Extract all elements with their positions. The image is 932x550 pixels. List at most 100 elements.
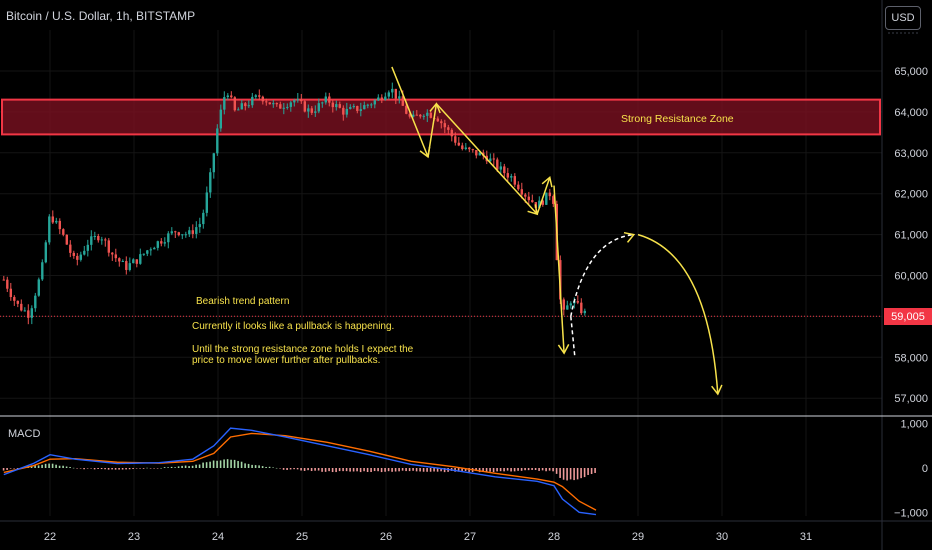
macd-histogram-bar [464, 468, 467, 472]
macd-histogram-bar [345, 468, 348, 472]
date-tick-label: 31 [800, 531, 812, 543]
candle-body [209, 172, 212, 193]
candle-body [69, 244, 72, 253]
candle-body [457, 142, 460, 146]
candle-body [527, 196, 530, 201]
candle-body [328, 96, 331, 103]
macd-histogram-bar [111, 468, 113, 470]
macd-histogram-bar [156, 468, 159, 469]
candle-body [471, 149, 474, 151]
macd-histogram-bar [569, 468, 572, 480]
macd-histogram-bar [9, 468, 12, 469]
macd-histogram-bar [254, 465, 257, 468]
candle-body [16, 300, 19, 304]
date-tick-label: 26 [380, 531, 392, 543]
candle-body [513, 176, 516, 185]
candle-body [30, 308, 33, 318]
macd-histogram-bar [342, 468, 344, 472]
macd-histogram-bar [107, 468, 110, 470]
macd-histogram-bar [534, 468, 537, 471]
macd-histogram-bar [247, 463, 250, 468]
candle-body [436, 118, 439, 122]
macd-histogram-bar [314, 468, 316, 471]
candle-body [408, 113, 411, 117]
candle-body [233, 97, 236, 111]
macd-histogram-bar [391, 468, 393, 472]
candle-body [335, 104, 338, 108]
resistance-zone-rect [1, 98, 881, 136]
macd-histogram-bar [268, 466, 271, 468]
price-tick-label: 65,000 [894, 66, 928, 78]
macd-histogram-bar [559, 468, 561, 478]
candle-body [170, 231, 173, 234]
candle-body [139, 254, 142, 264]
candle-body [415, 114, 418, 116]
annotation-line-2: Until the strong resistance zone holds I… [192, 344, 414, 355]
candle-body [499, 166, 502, 170]
macd-histogram-bar [37, 465, 40, 468]
candle-body [489, 158, 492, 162]
candle-body [156, 241, 159, 248]
date-tick-label: 28 [548, 531, 560, 543]
macd-histogram-bar [104, 468, 106, 470]
candle-body [363, 105, 366, 110]
candle-body [142, 253, 145, 255]
currency-button[interactable]: USD [885, 6, 921, 30]
projection-dashed-head [623, 231, 636, 243]
macd-histogram-bar [282, 468, 285, 470]
candle-body [212, 153, 215, 173]
macd-histogram-bar [373, 468, 376, 472]
macd-histogram-bar [524, 468, 526, 471]
macd-histogram-bar [555, 468, 558, 474]
macd-histogram-bar [321, 468, 323, 472]
macd-histogram-bar [482, 468, 484, 472]
candle-body [93, 236, 96, 238]
candle-body [254, 95, 257, 97]
candle-body [566, 305, 569, 310]
macd-histogram-bar [443, 468, 446, 473]
macd-histogram-bar [300, 468, 302, 471]
price-tick-label: 64,000 [894, 107, 928, 119]
macd-histogram-bar [394, 468, 397, 472]
candle-body [261, 96, 264, 102]
macd-histogram-bar [440, 468, 442, 472]
candle-body [300, 99, 303, 102]
candle-body [55, 220, 58, 223]
macd-histogram-bar [121, 468, 124, 470]
candle-body [580, 302, 583, 314]
candle-body [188, 230, 191, 235]
candle-body [237, 109, 240, 111]
macd-histogram-bar [356, 468, 358, 472]
candle-body [282, 107, 285, 109]
macd-histogram-bar [93, 468, 96, 470]
macd-histogram-bar [128, 468, 131, 470]
macd-histogram-bar [583, 468, 586, 478]
date-tick-label: 29 [632, 531, 644, 543]
macd-histogram-bar [258, 465, 260, 468]
candle-body [6, 279, 9, 289]
projection-curve-head [711, 384, 723, 396]
trend-arrow-3 [435, 103, 538, 215]
macd-histogram-bar [226, 459, 229, 468]
macd-histogram-bar [275, 467, 278, 469]
candle-body [135, 259, 138, 264]
candle-body [401, 96, 404, 106]
macd-histogram-bar [170, 466, 173, 468]
projection-dashed-stem [570, 316, 576, 357]
candle-body [174, 231, 177, 233]
candle-body [286, 106, 289, 108]
candle-body [265, 101, 268, 103]
macd-tick-label: 0 [922, 463, 928, 475]
candle-body [524, 194, 527, 197]
candle-body [226, 95, 229, 98]
macd-histogram-bar [48, 463, 50, 468]
macd-histogram-bar [324, 468, 327, 472]
macd-histogram-bar [545, 468, 547, 472]
macd-histogram-bar [139, 468, 141, 469]
candle-body [349, 107, 352, 109]
candle-body [366, 104, 369, 106]
macd-histogram-bar [359, 468, 362, 473]
macd-histogram-bar [83, 468, 85, 470]
